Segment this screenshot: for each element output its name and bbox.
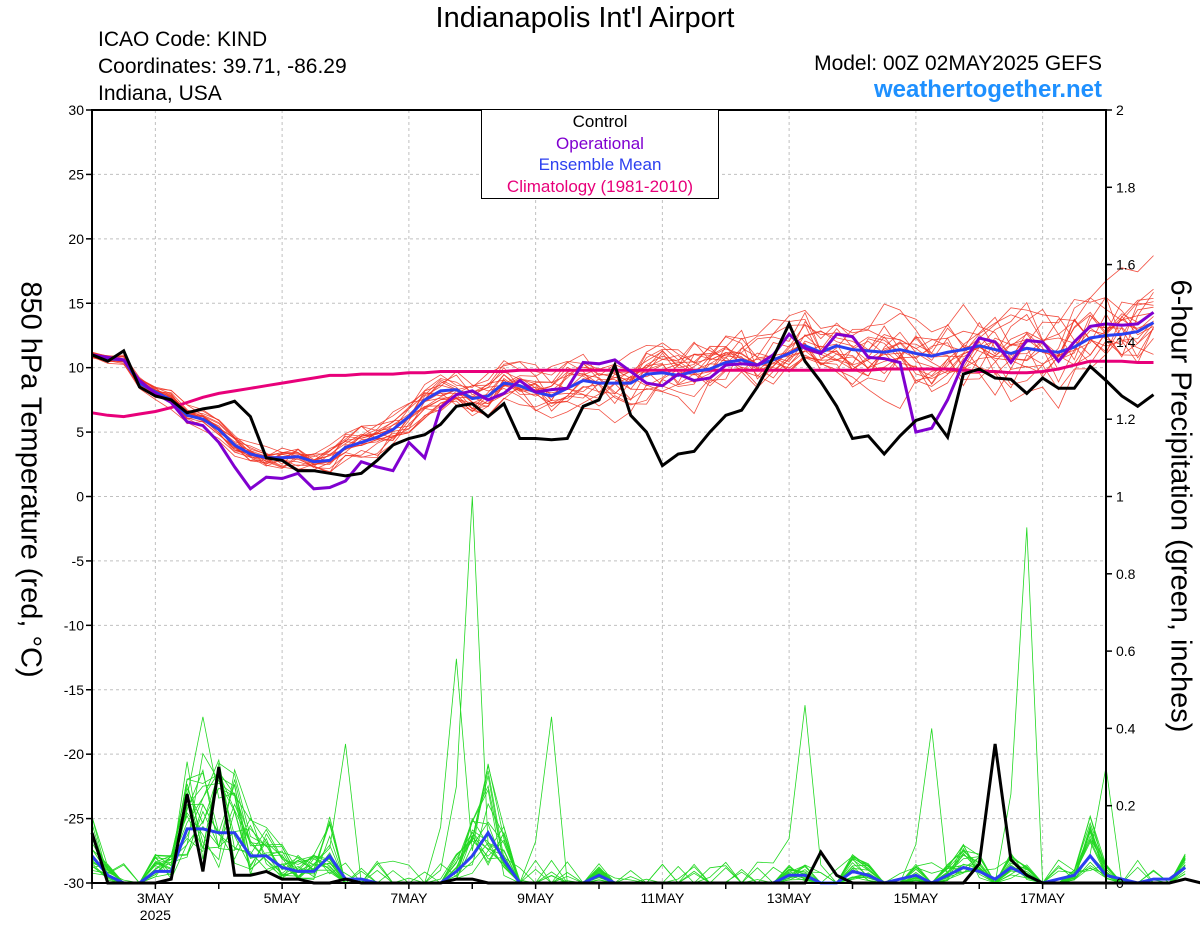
y-left-tick-label: 20	[68, 231, 84, 247]
y-left-tick-label: -25	[64, 811, 84, 827]
precip-member-line	[91, 766, 1186, 884]
y-left-tick-label: 0	[76, 489, 84, 505]
y-right-tick-label: 0.4	[1116, 720, 1136, 736]
temp-member-line	[91, 297, 1154, 464]
grid-lines	[92, 110, 1106, 883]
legend-climatology: Climatology (1981-2010)	[506, 176, 694, 196]
x-tick-label: 13MAY	[767, 890, 813, 906]
temp-member-line	[91, 301, 1154, 458]
y-right-tick-label: 0.8	[1116, 566, 1136, 582]
y-right-tick-label: 2	[1116, 102, 1124, 118]
legend-ensemble-mean: Ensemble Mean	[538, 155, 662, 174]
site-link[interactable]: weathertogether.net	[873, 76, 1102, 103]
precip-member-line	[91, 527, 1186, 884]
y-left-tick-label: -15	[64, 682, 84, 698]
y-right-tick-label: 0.6	[1116, 643, 1136, 659]
y-left-tick-label: 30	[68, 102, 84, 118]
y-right-tick-label: 1.2	[1116, 411, 1136, 427]
y-left-tick-label: -5	[72, 553, 85, 569]
x-tick-label: 5MAY	[264, 890, 302, 906]
y-left-tick-label: 5	[76, 424, 84, 440]
y-right-tick-label: 0	[1116, 875, 1124, 891]
temp-member-line	[91, 313, 1154, 467]
temp-member-line	[91, 295, 1154, 465]
precip-member-line	[91, 771, 1186, 884]
y-right-tick-label: 1	[1116, 489, 1124, 505]
legend-operational: Operational	[556, 133, 644, 153]
temp-member-line	[91, 298, 1154, 462]
temp-member-line	[91, 321, 1154, 474]
legend-control: Control	[572, 112, 628, 131]
y-right-tick-label: 0.2	[1116, 798, 1136, 814]
series-lines	[90, 311, 1200, 885]
y-right-tick-label: 1.4	[1116, 334, 1136, 350]
axis-ticks: 302520151050-5-10-15-20-25-3021.81.61.41…	[64, 102, 1136, 923]
coordinates: Coordinates: 39.71, -86.29	[98, 55, 347, 78]
y-right-tick-label: 1.6	[1116, 257, 1136, 273]
region: Indiana, USA	[98, 82, 222, 105]
y-left-tick-label: 10	[68, 360, 84, 376]
precip-member-line	[91, 772, 1186, 884]
x-tick-label: 7MAY	[390, 890, 428, 906]
x-tick-label: 3MAY	[137, 890, 175, 906]
precip-member-line	[91, 765, 1186, 884]
x-tick-sublabel: 2025	[140, 907, 171, 923]
y-left-tick-label: -20	[64, 746, 84, 762]
x-tick-label: 17MAY	[1020, 890, 1066, 906]
x-tick-label: 11MAY	[640, 890, 684, 906]
y-left-tick-label: -30	[64, 875, 84, 891]
y-left-tick-label: 25	[68, 166, 84, 182]
model-run: Model: 00Z 02MAY2025 GEFS	[814, 52, 1102, 75]
y-right-tick-label: 1.8	[1116, 179, 1136, 195]
icao-code: ICAO Code: KIND	[98, 28, 268, 51]
chart-title: Indianapolis Int'l Airport	[435, 2, 735, 34]
x-tick-label: 9MAY	[517, 890, 555, 906]
temp-control-line	[91, 320, 1155, 478]
y-left-tick-label: 15	[68, 295, 84, 311]
x-tick-label: 15MAY	[893, 890, 939, 906]
temp-operational-line	[91, 311, 1155, 491]
y-left-tick-label: -10	[64, 617, 84, 633]
precip-member-line	[91, 766, 1186, 884]
temp-member-line	[91, 314, 1154, 469]
legend: Control Operational Ensemble Mean Climat…	[481, 109, 719, 199]
precip-member-line	[91, 743, 1186, 884]
